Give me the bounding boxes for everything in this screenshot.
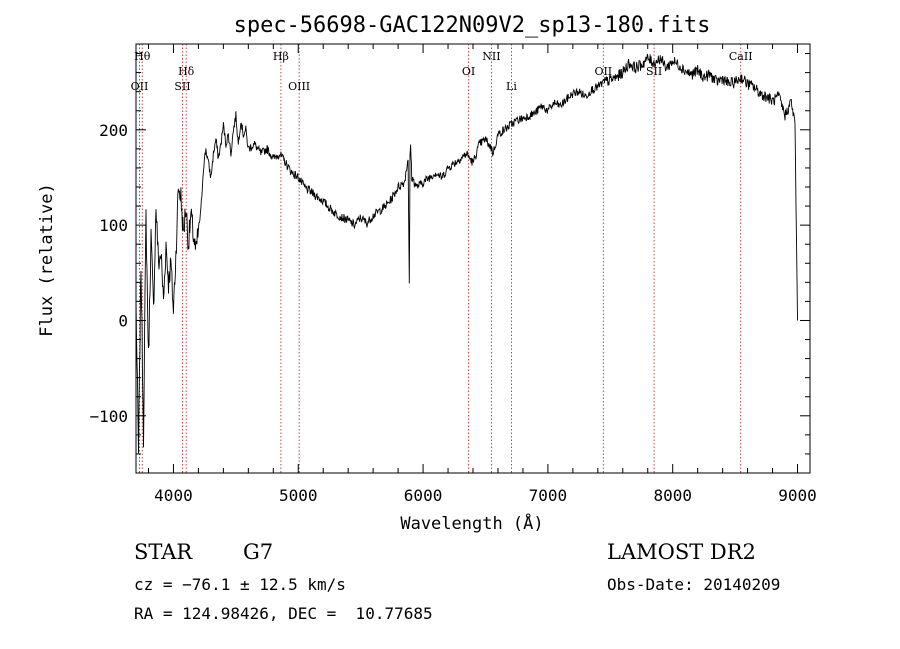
line-label: SII — [646, 65, 662, 78]
spectrum-line — [135, 53, 798, 454]
x-axis-label: Wavelength (Å) — [400, 512, 543, 534]
line-label: Hδ — [178, 65, 195, 78]
y-tick-label: 0 — [118, 311, 128, 330]
emission-line-markers — [139, 44, 742, 473]
x-tick-label: 5000 — [279, 486, 318, 505]
line-label: OII — [594, 65, 612, 78]
spectral-subclass: G7 — [243, 540, 273, 564]
line-label: Li — [506, 80, 517, 93]
x-tick-label: 7000 — [529, 486, 568, 505]
x-tick-label: 8000 — [653, 486, 692, 505]
line-label: OII — [131, 80, 149, 93]
survey-name: LAMOST DR2 — [607, 540, 756, 564]
y-axis-label: Flux (relative) — [37, 183, 57, 337]
line-label: Hθ — [134, 50, 151, 63]
line-label: SII — [174, 80, 190, 93]
x-tick-label: 4000 — [154, 486, 193, 505]
line-label: NII — [482, 50, 500, 63]
x-tick-label: 9000 — [778, 486, 817, 505]
line-label: CaII — [729, 50, 753, 63]
axis-ticks: 4000 5000 6000 7000 8000 9000 −100 0 100 200 — [89, 44, 817, 505]
object-type: STAR — [134, 540, 193, 564]
spectrum-series — [135, 53, 798, 454]
y-tick-label: 200 — [99, 121, 128, 140]
observation-date: Obs-Date: 20140209 — [607, 575, 780, 594]
chart-title: spec-56698-GAC122N09V2_sp13-180.fits — [234, 13, 711, 38]
plot-frame — [135, 43, 811, 474]
x-tick-label: 6000 — [404, 486, 443, 505]
sky-coordinates: RA = 124.98426, DEC = 10.77685 — [134, 604, 433, 623]
line-label: Hβ — [273, 50, 289, 63]
line-label: OIII — [288, 80, 310, 93]
redshift-velocity: cz = −76.1 ± 12.5 km/s — [134, 575, 346, 594]
line-label: OI — [462, 65, 475, 78]
y-tick-label: 100 — [99, 216, 128, 235]
emission-line-labels: OII Hθ SII Hδ Hβ OIII OI NII Li OII SII CaII — [131, 50, 753, 93]
y-tick-label: −100 — [89, 407, 128, 426]
